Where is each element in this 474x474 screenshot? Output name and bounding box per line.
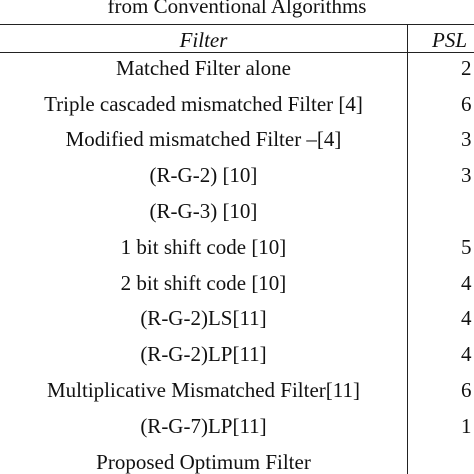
filter-cell: 2 bit shift code [10] — [120, 271, 287, 295]
table-row: (R-G-2) [10] 3 — [0, 157, 474, 193]
filter-cell: Modified mismatched Filter –[4] — [65, 127, 342, 151]
table-row: 2 bit shift code [10] 4 — [0, 265, 474, 301]
psl-cell: 3 — [461, 127, 472, 151]
filter-cell: 1 bit shift code [10] — [120, 235, 287, 259]
table-row: Proposed Optimum Filter — [0, 444, 474, 474]
filter-cell: (R-G-2) [10] — [149, 163, 258, 187]
table-top-rule — [0, 24, 474, 25]
filter-cell: (R-G-7)LP[11] — [140, 414, 267, 438]
psl-cell: 2 — [461, 56, 472, 80]
column-divider — [407, 24, 408, 474]
psl-cell: 6 — [461, 378, 472, 402]
column-header-psl: PSL — [432, 28, 468, 52]
psl-cell: 3 — [461, 163, 472, 187]
table-row: (R-G-2)LS[11] 4 — [0, 300, 474, 336]
column-header-filter: Filter — [179, 28, 228, 52]
filter-cell: Proposed Optimum Filter — [96, 450, 311, 474]
table-row: (R-G-3) [10] — [0, 193, 474, 229]
filter-cell: (R-G-2)LP[11] — [140, 342, 267, 366]
filter-cell: (R-G-3) [10] — [149, 199, 258, 223]
table-row: 1 bit shift code [10] 5 — [0, 229, 474, 265]
table-row: (R-G-2)LP[11] 4 — [0, 336, 474, 372]
table-row: Triple cascaded mismatched Filter [4] 6 — [0, 86, 474, 122]
psl-cell: 6 — [461, 92, 472, 116]
filter-cell: Multiplicative Mismatched Filter[11] — [47, 378, 360, 402]
psl-cell: 5 — [461, 235, 472, 259]
table-row: (R-G-7)LP[11] 1 — [0, 408, 474, 444]
filter-cell: Triple cascaded mismatched Filter [4] — [44, 92, 363, 116]
psl-cell: 4 — [461, 342, 472, 366]
psl-cell: 1 — [461, 414, 472, 438]
psl-cell: 4 — [461, 306, 472, 330]
filter-cell: Matched Filter alone — [116, 56, 291, 80]
table-row: Matched Filter alone 2 — [0, 50, 474, 86]
header-rule — [0, 52, 474, 53]
filter-cell: (R-G-2)LS[11] — [140, 306, 267, 330]
table-caption: from Conventional Algorithms — [107, 0, 367, 18]
psl-cell: 4 — [461, 271, 472, 295]
table-row: Modified mismatched Filter –[4] 3 — [0, 121, 474, 157]
table-row: Multiplicative Mismatched Filter[11] 6 — [0, 372, 474, 408]
